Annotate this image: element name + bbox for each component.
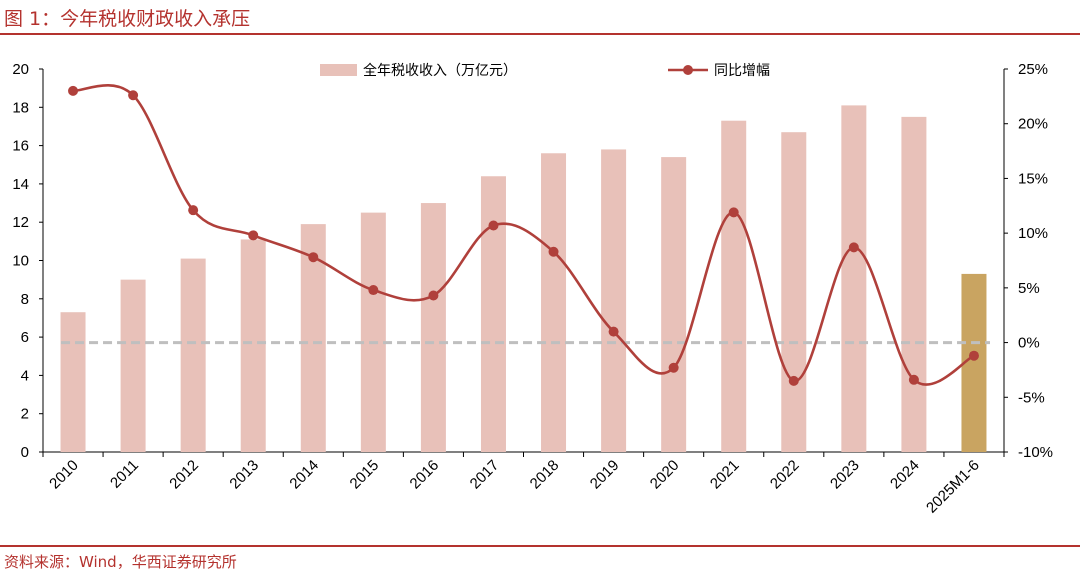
- bar-2020: [661, 157, 687, 452]
- bar-2010: [60, 312, 86, 452]
- bar-2018: [541, 153, 567, 452]
- bar-2017: [480, 176, 506, 453]
- yoy-point-2022: [788, 375, 799, 386]
- x-axis-label-2024: 2024: [887, 457, 923, 493]
- yoy-point-2023: [848, 242, 859, 253]
- right-axis-tick-label: 15%: [1018, 170, 1048, 187]
- yoy-point-2014: [308, 252, 319, 263]
- right-axis-tick-label: -10%: [1018, 444, 1053, 461]
- x-axis-label-2012: 2012: [166, 457, 202, 493]
- x-axis-label-2015: 2015: [347, 457, 383, 493]
- yoy-point-2013: [248, 230, 259, 241]
- bar-2019: [601, 149, 627, 452]
- legend-bar-swatch: [320, 64, 357, 76]
- x-axis-label-2021: 2021: [707, 457, 743, 493]
- legend-line-label: 同比增幅: [714, 62, 770, 78]
- yoy-point-2010: [68, 85, 79, 96]
- x-axis-label-2018: 2018: [527, 457, 563, 493]
- x-axis-label-2023: 2023: [827, 457, 863, 493]
- yoy-point-2020: [668, 362, 679, 373]
- bar-2023: [841, 105, 867, 452]
- left-axis-tick-label: 14: [12, 176, 29, 193]
- bar-2016: [420, 203, 446, 452]
- x-axis-label-2011: 2011: [107, 457, 142, 492]
- left-axis-tick-label: 16: [12, 138, 29, 155]
- yoy-point-2016: [428, 290, 439, 301]
- right-axis-tick-label: 25%: [1018, 61, 1048, 78]
- left-axis-tick-label: 8: [21, 291, 29, 308]
- bar-2022: [781, 132, 807, 452]
- left-axis-tick-label: 4: [21, 367, 29, 384]
- right-axis-tick-label: 20%: [1018, 116, 1048, 133]
- left-axis-tick-label: 0: [21, 444, 29, 461]
- legend-bar-label: 全年税收收入（万亿元）: [363, 62, 517, 78]
- left-axis-tick-label: 18: [12, 99, 29, 116]
- top-rule: [0, 33, 1080, 35]
- bar-2024: [901, 116, 927, 452]
- left-axis-tick-label: 6: [21, 329, 29, 346]
- x-axis-label-2016: 2016: [407, 457, 443, 493]
- figure-title: 图 1：今年税收财政收入承压: [4, 8, 251, 30]
- yoy-point-2025M1-6: [968, 350, 979, 361]
- yoy-point-2012: [188, 205, 199, 216]
- x-axis-label-2010: 2010: [46, 457, 82, 493]
- bar-2021: [721, 120, 747, 452]
- x-axis-label-2013: 2013: [226, 457, 262, 493]
- left-axis-tick-label: 2: [21, 406, 29, 423]
- combo-chart: 0 2 4 6 8 10 12 14 16 18 20 -10% -5% 0% 5% 10% 15% 20% 25%…: [12, 61, 1053, 517]
- yoy-point-2017: [488, 220, 499, 231]
- x-axis-label-2014: 2014: [286, 457, 322, 493]
- legend-line-marker: [683, 65, 693, 75]
- x-axis-label-2025M1-6: 2025M1-6: [923, 457, 983, 517]
- bar-2011: [120, 279, 146, 452]
- left-axis-tick-label: 10: [12, 253, 29, 270]
- bottom-rule: [0, 545, 1080, 547]
- yoy-point-2019: [608, 326, 619, 337]
- left-axis-tick-label: 20: [12, 61, 29, 78]
- yoy-growth-line: [72, 84, 975, 386]
- yoy-point-2015: [368, 285, 379, 296]
- bar-2015: [360, 212, 386, 452]
- yoy-point-2011: [128, 90, 139, 101]
- yoy-point-2024: [908, 374, 919, 385]
- right-axis-tick-label: 5%: [1018, 280, 1040, 297]
- x-axis-label-2019: 2019: [587, 457, 623, 493]
- yoy-point-2018: [548, 246, 559, 257]
- right-axis-tick-label: 10%: [1018, 225, 1048, 242]
- yoy-point-2021: [728, 207, 739, 218]
- source-note: 资料来源：Wind，华西证券研究所: [4, 553, 237, 571]
- x-axis-label-2020: 2020: [647, 457, 683, 493]
- left-axis-tick-label: 12: [12, 214, 29, 231]
- x-axis-label-2017: 2017: [467, 457, 503, 493]
- bar-2012: [180, 258, 206, 452]
- x-axis-label-2022: 2022: [767, 457, 803, 493]
- right-axis-tick-label: 0%: [1018, 335, 1040, 352]
- bar-2013: [240, 239, 266, 452]
- right-axis-tick-label: -5%: [1018, 389, 1045, 406]
